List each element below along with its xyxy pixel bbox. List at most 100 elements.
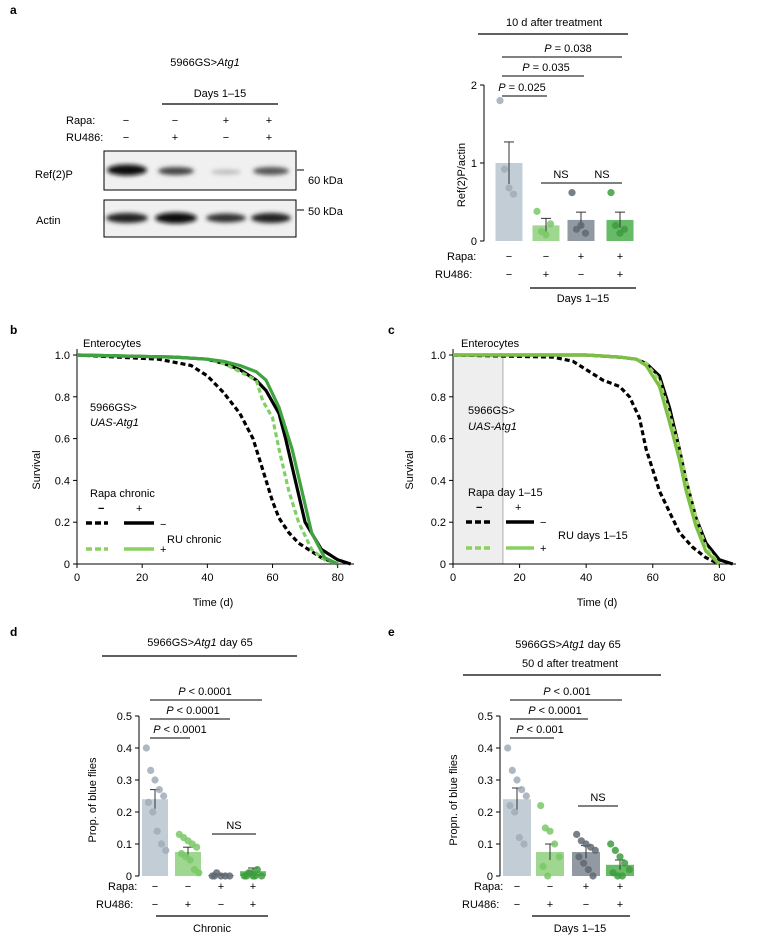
a-bar-p1: P = 0.025 [498, 82, 545, 94]
band [107, 164, 147, 176]
data-point [153, 827, 161, 835]
blot-rapa-sign: − [172, 115, 178, 127]
data-point [513, 776, 521, 784]
panel-c-legend-ru: RU days 1–15 [558, 530, 628, 542]
blot-ru-sign: − [223, 132, 229, 144]
x-tick-label: 60 [266, 572, 278, 584]
data-point [546, 827, 554, 835]
ru-sign: + [543, 269, 549, 281]
data-point [251, 872, 259, 880]
rapa-sign: − [543, 251, 549, 263]
a-bar-signs: − − − + + − + + [506, 251, 623, 281]
y-tick-label: 0.5 [478, 711, 493, 723]
panel-d-ns: NS [226, 820, 241, 832]
p-italic: P [153, 724, 161, 736]
rapa-sign: + [250, 881, 256, 893]
p-rest: < 0.0001 [174, 705, 220, 717]
band [206, 213, 246, 223]
panel-d-bottom: Chronic [193, 923, 231, 935]
data-point [551, 840, 559, 848]
y-tick-label: 0.1 [478, 839, 493, 851]
data-point [618, 872, 626, 880]
band [106, 213, 148, 223]
data-point [193, 843, 201, 851]
ru-sign: − [583, 899, 589, 911]
a-bar-p3: P = 0.038 [544, 43, 591, 55]
panel-b: b Enterocytes Survival Time (d) 00.20.40… [10, 323, 354, 609]
panel-d: d 5966GS>Atg1 day 65 Prop. of blue flies… [10, 625, 297, 935]
x-tick-label: 80 [332, 572, 344, 584]
a-bar-header: 10 d after treatment [506, 17, 602, 29]
panel-e-header2: 50 d after treatment [522, 658, 618, 670]
y-tick-label: 0.2 [55, 517, 70, 529]
panel-e-p3: P < 0.001 [543, 686, 590, 698]
data-point [616, 853, 624, 861]
data-point [611, 846, 619, 855]
legend-ru-plus: + [540, 543, 546, 555]
y-tick-label: 0 [471, 236, 477, 248]
y-tick-label: 0.2 [478, 807, 493, 819]
x-tick-label: 0 [450, 572, 456, 584]
data-point [210, 872, 219, 880]
a-bar-ns2: NS [594, 169, 609, 181]
p-italic: P [528, 705, 536, 717]
ru-sign: − [152, 899, 158, 911]
band [158, 167, 194, 175]
panel-e-p1: P < 0.001 [516, 724, 563, 736]
panel-b-genotype1: 5966GS> [90, 402, 137, 414]
data-point [591, 846, 599, 855]
ru-sign: − [506, 269, 512, 281]
x-tick-label: 40 [201, 572, 213, 584]
data-point [555, 853, 563, 861]
data-point [142, 744, 150, 752]
panel-c-title: Enterocytes [461, 338, 520, 350]
x-tick-label: 0 [74, 572, 80, 584]
panel-d-header: 5966GS>Atg1 day 65 [147, 637, 253, 649]
rapa-sign: − [152, 881, 158, 893]
y-tick-label: 0.4 [431, 475, 446, 487]
legend-ru-minus: − [160, 519, 166, 531]
blot-days-label: Days 1–15 [194, 88, 247, 100]
band [253, 167, 289, 175]
data-point [625, 866, 633, 874]
data-point [226, 872, 234, 880]
y-tick-label: 0.3 [117, 775, 132, 787]
data-point [546, 220, 555, 228]
x-tick-label: 80 [713, 572, 725, 584]
a-bar-p2: P = 0.035 [522, 62, 569, 74]
blot-rapa-sign: + [223, 115, 229, 127]
data-point [147, 766, 155, 775]
data-point [162, 846, 170, 855]
panel-e-p2: P < 0.0001 [528, 705, 582, 717]
y-tick-label: 1 [471, 158, 477, 170]
panel-b-letter: b [10, 323, 17, 337]
data-point [504, 744, 512, 752]
survival-curve [76, 353, 339, 566]
y-tick-label: 0.4 [478, 743, 493, 755]
blot-rapa-label: Rapa: [66, 115, 95, 127]
y-tick-label: 0.8 [55, 392, 70, 404]
panel-c-genotype1: 5966GS> [468, 405, 515, 417]
marker-60kda: 60 kDa [308, 175, 344, 187]
panel-e-rapa-label: Rapa: [474, 881, 503, 893]
b-plot: 0 0.2 0.4 0.6 0.8 1.0 0 20 40 60 80 [55, 349, 354, 584]
data-point [151, 776, 159, 784]
panel-c-ylabel: Survival [404, 450, 416, 489]
ru-sign: + [185, 899, 191, 911]
blot-rapa-sign: − [123, 115, 129, 127]
panel-d-letter: d [10, 625, 17, 639]
data-point [584, 866, 592, 874]
data-point [160, 792, 168, 800]
x-tick-label: 20 [136, 572, 148, 584]
p-rest: < 0.0001 [536, 705, 582, 717]
data-point [155, 786, 163, 794]
blot-ru-label: RU486: [66, 132, 103, 144]
panel-b-legend-title: Rapa chronic [90, 488, 155, 500]
survival-curve [453, 353, 721, 566]
p-italic: P [178, 686, 186, 698]
panel-c-letter: c [388, 323, 395, 337]
survival-curve [76, 353, 339, 566]
ru-sign: + [547, 899, 553, 911]
rapa-sign: − [547, 881, 553, 893]
